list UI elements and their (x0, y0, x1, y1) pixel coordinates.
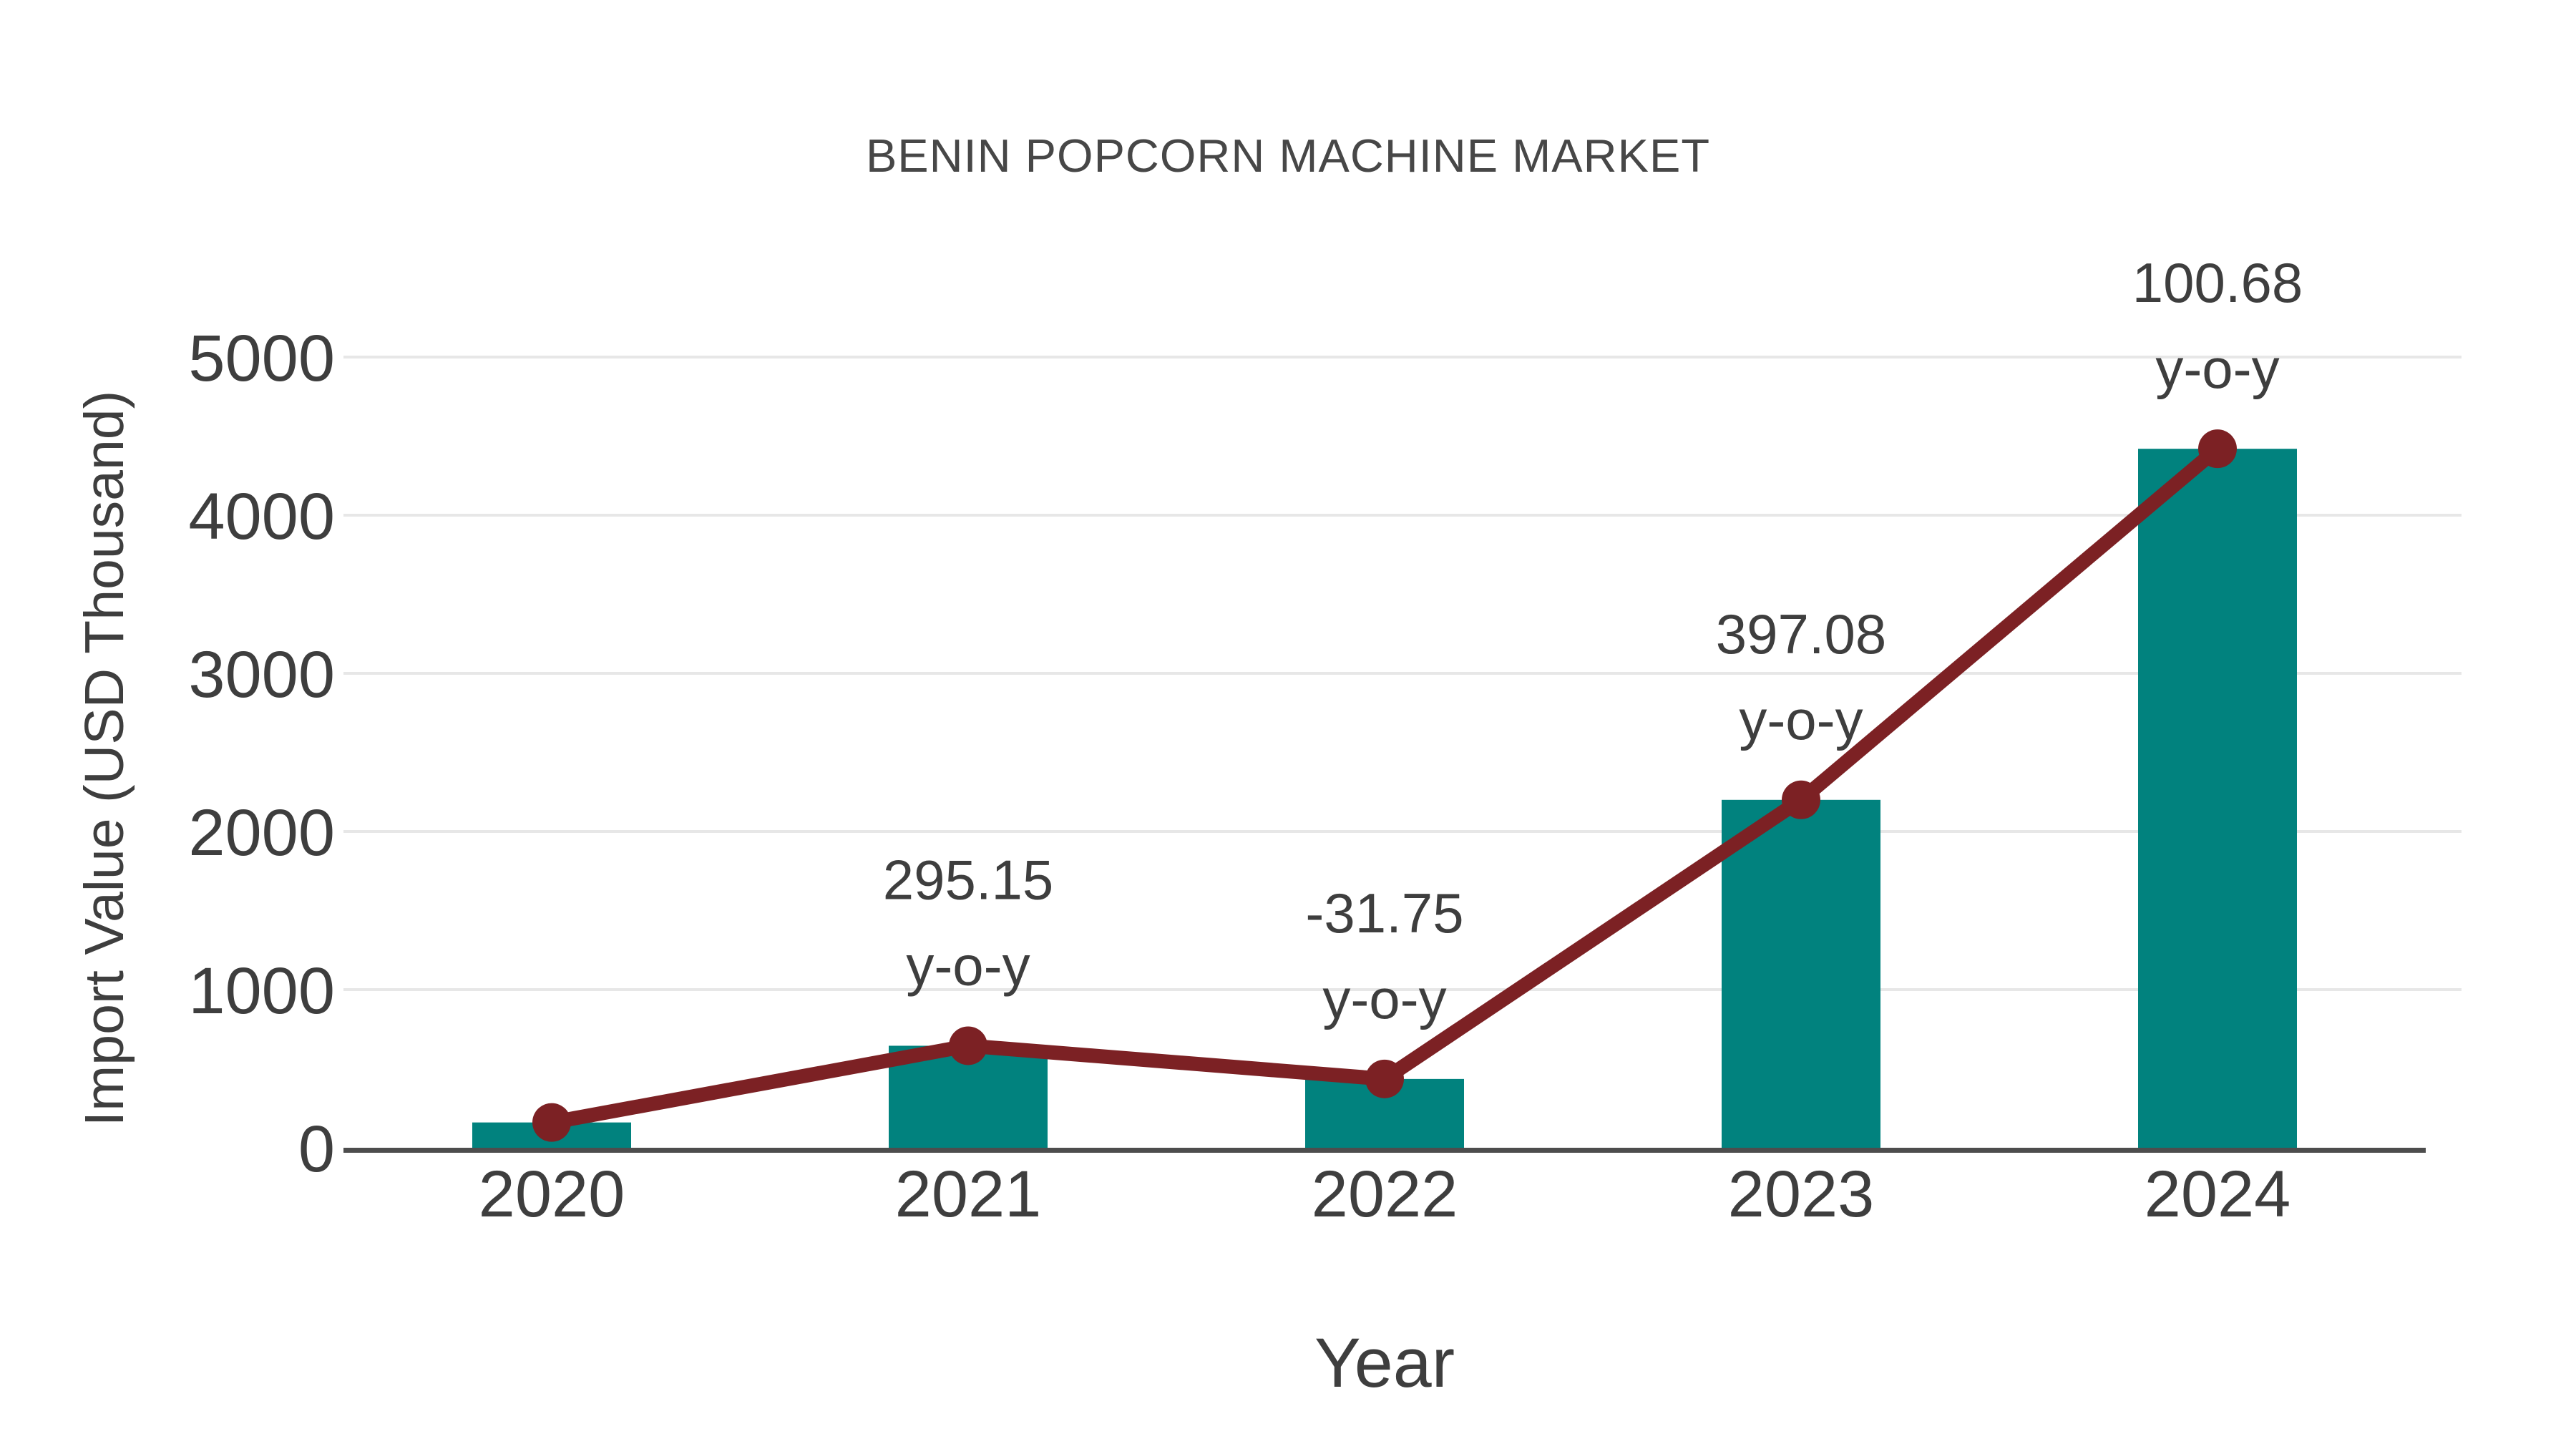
chart-title: BENIN POPCORN MACHINE MARKET (866, 130, 1710, 182)
point-sublabel-2023: y-o-y (1739, 688, 1863, 751)
x-tick-label-2020: 2020 (479, 1158, 625, 1231)
x-tick-label-2021: 2021 (895, 1158, 1042, 1231)
point-label-2022: -31.75 (1305, 882, 1463, 945)
x-axis-title: Year (1314, 1324, 1455, 1402)
point-sublabel-2022: y-o-y (1322, 967, 1446, 1030)
point-sublabel-2021: y-o-y (906, 934, 1030, 997)
x-tick-label-2024: 2024 (2145, 1158, 2291, 1231)
point-sublabel-2024: y-o-y (2155, 337, 2279, 400)
y-axis-title: Import Value (USD Thousand) (74, 391, 135, 1127)
data-point-marker-2021 (949, 1026, 987, 1065)
y-tick-label-5000: 5000 (188, 322, 335, 395)
data-point-marker-2020 (532, 1103, 571, 1142)
y-tick-label-4000: 4000 (188, 480, 335, 553)
x-tick-label-2022: 2022 (1312, 1158, 1458, 1231)
x-tick-label-2023: 2023 (1728, 1158, 1875, 1231)
point-label-2021: 295.15 (883, 848, 1054, 911)
data-point-marker-2022 (1365, 1059, 1404, 1098)
point-label-2024: 100.68 (2132, 251, 2303, 314)
point-label-2023: 397.08 (1716, 602, 1887, 665)
data-point-marker-2024 (2198, 429, 2237, 469)
y-tick-label-2000: 2000 (188, 796, 335, 869)
y-tick-label-0: 0 (298, 1113, 335, 1186)
bar-2024 (2138, 449, 2297, 1148)
y-tick-label-3000: 3000 (188, 638, 335, 711)
y-tick-label-1000: 1000 (188, 955, 335, 1028)
data-point-marker-2023 (1782, 780, 1820, 819)
bar-2023 (1722, 799, 1880, 1148)
